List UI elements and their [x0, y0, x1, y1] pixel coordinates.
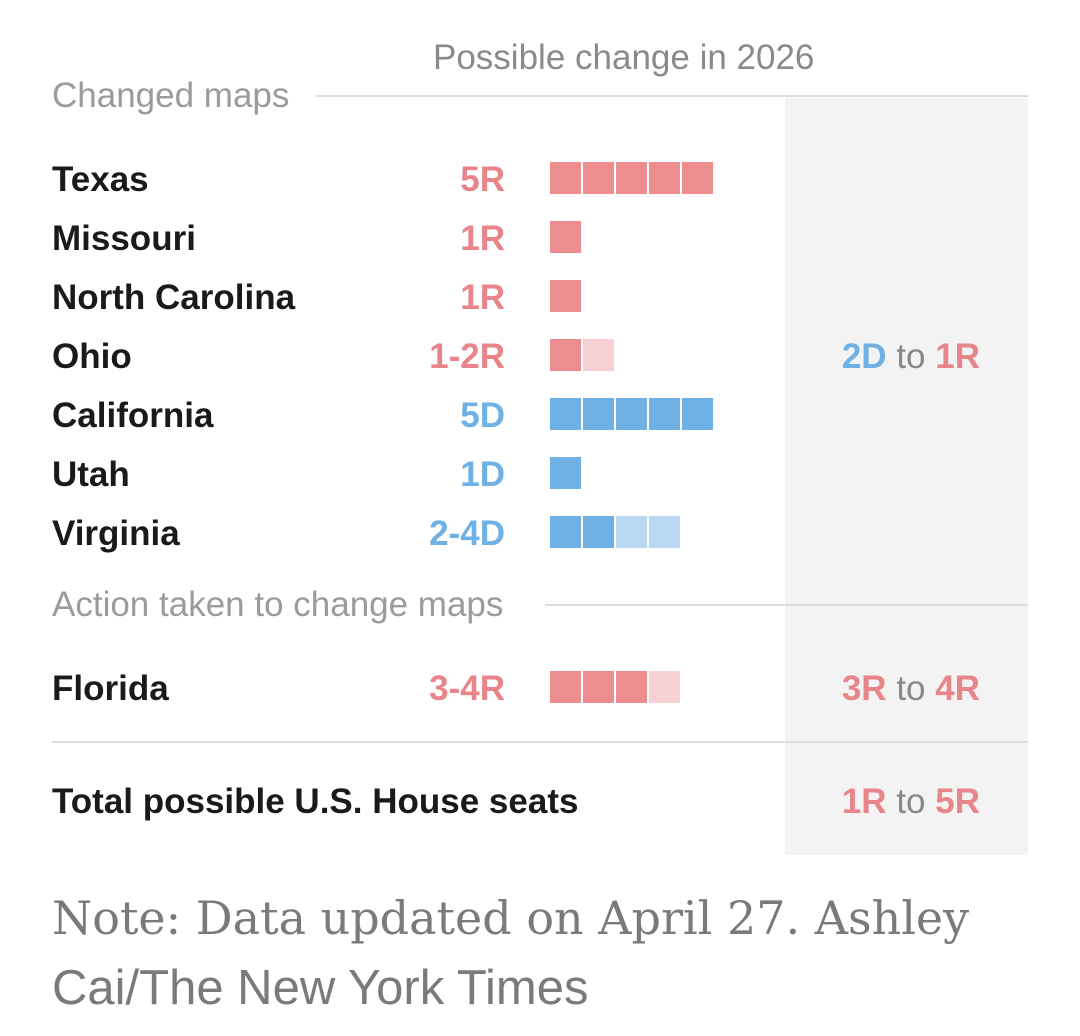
section-label-action-taken: Action taken to change maps: [52, 585, 504, 624]
seat-square: [550, 280, 581, 312]
section-label-changed-maps: Changed maps: [52, 76, 290, 115]
seat-value: 2-4D: [429, 514, 505, 553]
seat-square: [550, 339, 581, 371]
range-to: 4R: [935, 669, 980, 708]
possible-seat-square: [649, 516, 680, 548]
seat-square: [550, 671, 581, 703]
totals-column-shade: [785, 98, 1028, 855]
total-to-word: to: [896, 782, 926, 821]
state-label: Ohio: [52, 337, 132, 376]
chart-title: Possible change in 2026: [433, 38, 815, 77]
seat-bars: [550, 162, 713, 194]
range-to: 1R: [935, 337, 980, 376]
total-range: 1R to 5R: [842, 782, 980, 822]
section-range: 3R to 4R: [842, 669, 980, 709]
range-from: 3R: [841, 669, 887, 708]
seat-square: [616, 162, 647, 194]
possible-seat-square: [649, 671, 680, 703]
section-divider: [545, 604, 1028, 606]
state-label: Utah: [52, 455, 130, 494]
state-label: North Carolina: [52, 278, 296, 317]
seat-square: [550, 221, 581, 253]
seat-square: [583, 671, 614, 703]
total-to: 5R: [935, 782, 980, 821]
seat-bars: [550, 457, 581, 489]
note-line-2: Cai/The New York Times: [52, 961, 589, 1015]
range-to-word: to: [896, 337, 926, 376]
state-label: Texas: [52, 160, 149, 199]
state-label: California: [52, 396, 214, 435]
seat-square: [583, 398, 614, 430]
total-from: 1R: [841, 782, 887, 821]
seat-value: 3-4R: [429, 669, 505, 708]
state-label: Virginia: [52, 514, 180, 553]
seat-square: [649, 398, 680, 430]
seat-square: [682, 398, 713, 430]
seat-square: [550, 162, 581, 194]
section-range: 2D to 1R: [842, 337, 980, 377]
seat-value: 1D: [460, 455, 505, 494]
seat-value: 5D: [460, 396, 505, 435]
section-divider: [316, 95, 1028, 97]
range-to-word: to: [896, 669, 926, 708]
total-divider: [52, 741, 1028, 743]
seat-square: [583, 516, 614, 548]
seat-square: [682, 162, 713, 194]
total-label: Total possible U.S. House seats: [52, 782, 579, 821]
seat-square: [583, 162, 614, 194]
possible-seat-square: [616, 516, 647, 548]
seat-square: [550, 457, 581, 489]
state-label: Florida: [52, 669, 169, 708]
seat-value: 1R: [460, 219, 505, 258]
note-line-1: Note: Data updated on April 27. Ashley: [52, 891, 970, 945]
seat-bars: [550, 671, 680, 703]
seat-square: [550, 398, 581, 430]
seat-bars: [550, 339, 614, 371]
seat-value: 1-2R: [429, 337, 505, 376]
seat-value: 1R: [460, 278, 505, 317]
seat-bars: [550, 221, 581, 253]
seat-bars: [550, 398, 713, 430]
range-from: 2D: [841, 337, 887, 376]
seat-bars: [550, 280, 581, 312]
seat-value: 5R: [460, 160, 505, 199]
seat-square: [616, 671, 647, 703]
state-label: Missouri: [52, 219, 196, 258]
seat-square: [550, 516, 581, 548]
seat-square: [616, 398, 647, 430]
possible-seat-square: [583, 339, 614, 371]
seat-bars: [550, 516, 680, 548]
seat-square: [649, 162, 680, 194]
